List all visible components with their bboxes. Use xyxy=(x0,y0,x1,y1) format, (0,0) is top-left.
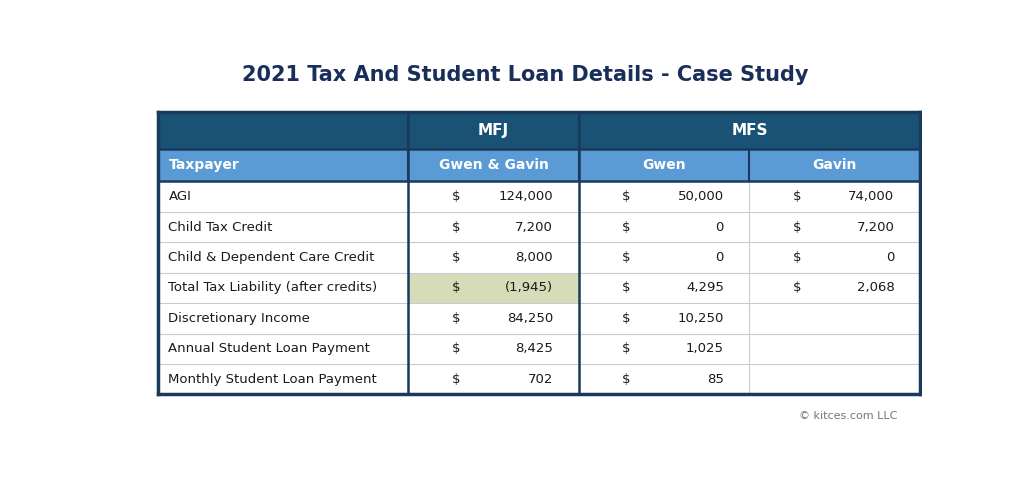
Text: 8,000: 8,000 xyxy=(515,251,553,264)
Text: Monthly Student Loan Payment: Monthly Student Loan Payment xyxy=(169,373,377,386)
Text: MFJ: MFJ xyxy=(478,123,509,138)
Text: $: $ xyxy=(623,342,631,355)
Text: 0: 0 xyxy=(886,251,894,264)
Text: Annual Student Loan Payment: Annual Student Loan Payment xyxy=(169,342,371,355)
Text: 50,000: 50,000 xyxy=(678,190,724,203)
Text: © kitces.com LLC: © kitces.com LLC xyxy=(800,411,898,421)
Text: 7,200: 7,200 xyxy=(856,221,894,234)
Text: Gwen & Gavin: Gwen & Gavin xyxy=(438,158,549,172)
Text: 0: 0 xyxy=(716,251,724,264)
Text: Child Tax Credit: Child Tax Credit xyxy=(169,221,272,234)
Text: $: $ xyxy=(623,312,631,325)
Bar xyxy=(158,149,920,181)
Text: 1,025: 1,025 xyxy=(686,342,724,355)
Text: 4,295: 4,295 xyxy=(686,281,724,295)
Text: $: $ xyxy=(793,221,802,234)
Text: 10,250: 10,250 xyxy=(678,312,724,325)
Text: $: $ xyxy=(793,281,802,295)
Text: $: $ xyxy=(452,373,460,386)
Bar xyxy=(158,181,920,212)
Text: Discretionary Income: Discretionary Income xyxy=(169,312,310,325)
Text: Taxpayer: Taxpayer xyxy=(169,158,240,172)
Text: $: $ xyxy=(623,373,631,386)
Text: Total Tax Liability (after credits): Total Tax Liability (after credits) xyxy=(169,281,378,295)
Text: $: $ xyxy=(452,251,460,264)
Text: $: $ xyxy=(452,342,460,355)
Text: 8,425: 8,425 xyxy=(515,342,553,355)
Text: 74,000: 74,000 xyxy=(848,190,894,203)
Bar xyxy=(158,242,920,273)
Text: MFS: MFS xyxy=(731,123,768,138)
Text: $: $ xyxy=(452,312,460,325)
Text: Child & Dependent Care Credit: Child & Dependent Care Credit xyxy=(169,251,375,264)
Bar xyxy=(158,364,920,394)
Text: $: $ xyxy=(452,281,460,295)
Bar xyxy=(158,334,920,364)
Text: 0: 0 xyxy=(716,221,724,234)
Text: Gwen: Gwen xyxy=(642,158,686,172)
Text: 2,068: 2,068 xyxy=(857,281,894,295)
Text: $: $ xyxy=(452,190,460,203)
Text: 85: 85 xyxy=(707,373,724,386)
Bar xyxy=(158,273,920,303)
Text: $: $ xyxy=(793,251,802,264)
Text: $: $ xyxy=(623,281,631,295)
Text: (1,945): (1,945) xyxy=(505,281,553,295)
Text: 2021 Tax And Student Loan Details - Case Study: 2021 Tax And Student Loan Details - Case… xyxy=(242,65,808,84)
Text: 7,200: 7,200 xyxy=(515,221,553,234)
Bar xyxy=(158,212,920,242)
Bar xyxy=(409,273,579,303)
Text: $: $ xyxy=(793,190,802,203)
Text: $: $ xyxy=(623,190,631,203)
Text: 702: 702 xyxy=(527,373,553,386)
Text: $: $ xyxy=(623,221,631,234)
Bar xyxy=(158,303,920,334)
Text: 84,250: 84,250 xyxy=(507,312,553,325)
Text: $: $ xyxy=(623,251,631,264)
Text: $: $ xyxy=(452,221,460,234)
Text: AGI: AGI xyxy=(169,190,191,203)
Text: 124,000: 124,000 xyxy=(499,190,553,203)
Text: Gavin: Gavin xyxy=(812,158,857,172)
